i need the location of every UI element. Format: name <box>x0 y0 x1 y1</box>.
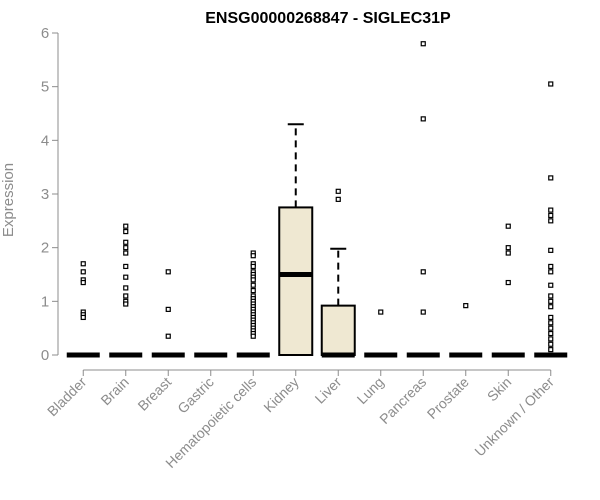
outlier-point <box>548 298 554 304</box>
x-tick-label: Skin <box>484 374 515 405</box>
box-unknown-other <box>534 81 568 358</box>
box-prostate <box>449 303 483 358</box>
outlier-point <box>123 274 129 280</box>
outlier-point <box>505 279 511 286</box>
outlier-point <box>548 314 554 321</box>
outlier-point <box>250 277 256 283</box>
box-pancreas <box>406 41 440 358</box>
outlier-point <box>548 81 554 87</box>
outlier-point <box>548 330 554 337</box>
outlier-point <box>548 341 554 347</box>
box-brain <box>109 223 143 358</box>
outlier-point <box>165 269 171 275</box>
outlier-point <box>250 263 256 270</box>
chart-title: ENSG00000268847 - SIGLEC31P <box>205 10 451 27</box>
outlier-point <box>548 347 554 353</box>
outlier-point <box>548 304 554 310</box>
outlier-point <box>420 41 426 47</box>
outlier-point <box>123 250 129 256</box>
outlier-point <box>80 279 86 286</box>
y-tick-label: 3 <box>41 186 49 203</box>
outlier-point <box>505 223 511 229</box>
box-breast <box>151 269 185 358</box>
y-axis-label: Expression <box>0 163 17 237</box>
box-body <box>278 206 314 356</box>
x-tick-label: Brain <box>97 374 131 408</box>
outlier-point <box>123 245 129 251</box>
box-kidney <box>278 123 314 356</box>
outlier-point <box>548 212 554 219</box>
outlier-point <box>548 293 554 299</box>
outlier-point <box>335 196 341 202</box>
y-axis: 0 1 2 3 4 5 6 <box>41 25 59 364</box>
outlier-point <box>123 223 129 229</box>
box-liver <box>320 188 356 358</box>
outlier-point <box>80 314 86 321</box>
box-lung <box>364 309 398 358</box>
y-tick-label: 1 <box>41 293 49 310</box>
outlier-point <box>80 261 86 267</box>
outlier-point <box>548 263 554 270</box>
outlier-point <box>463 303 469 309</box>
outlier-point <box>548 320 554 326</box>
box-skin <box>491 223 525 358</box>
box-hematopoietic-cells <box>236 250 270 358</box>
outlier-point <box>123 301 129 307</box>
outlier-point <box>548 247 554 253</box>
outlier-point <box>548 336 554 342</box>
outlier-point <box>548 175 554 181</box>
x-tick-label: Liver <box>312 374 345 407</box>
x-tick-label: Bladder <box>44 374 90 420</box>
outlier-point <box>250 253 256 259</box>
outlier-point <box>378 309 384 315</box>
outlier-point <box>548 207 554 213</box>
y-tick-label: 4 <box>41 132 49 149</box>
outlier-point <box>80 269 86 275</box>
outlier-point <box>250 333 256 339</box>
y-tick-label: 0 <box>41 347 49 364</box>
x-tick-label: Kidney <box>260 374 302 416</box>
x-tick-label: Prostate <box>424 374 472 422</box>
outlier-point <box>123 293 129 299</box>
x-tick-label: Pancreas <box>376 374 429 427</box>
plot-area <box>66 41 568 358</box>
x-tick-label: Breast <box>134 374 174 414</box>
outlier-point <box>123 285 129 291</box>
outlier-point <box>123 228 129 235</box>
y-tick-label: 2 <box>41 240 49 257</box>
outlier-point <box>420 309 426 315</box>
outlier-point <box>335 188 341 194</box>
outlier-point <box>165 306 171 312</box>
outlier-point <box>548 269 554 275</box>
outlier-point <box>250 282 256 288</box>
outlier-point <box>420 269 426 275</box>
box-body <box>320 304 356 357</box>
y-tick-label: 5 <box>41 79 49 96</box>
outlier-point <box>250 288 256 294</box>
outlier-point <box>548 282 554 288</box>
outlier-point <box>505 245 511 251</box>
outlier-point <box>123 263 129 270</box>
y-tick-label: 6 <box>41 25 49 42</box>
x-tick-label: Lung <box>354 374 387 407</box>
outlier-point <box>123 239 129 245</box>
outlier-point <box>548 325 554 331</box>
outlier-point <box>548 218 554 224</box>
outlier-point <box>505 250 511 256</box>
outlier-point <box>165 333 171 339</box>
outlier-point <box>420 116 426 122</box>
box-bladder <box>66 261 100 358</box>
x-tick-label: Unknown / Other <box>471 374 557 460</box>
